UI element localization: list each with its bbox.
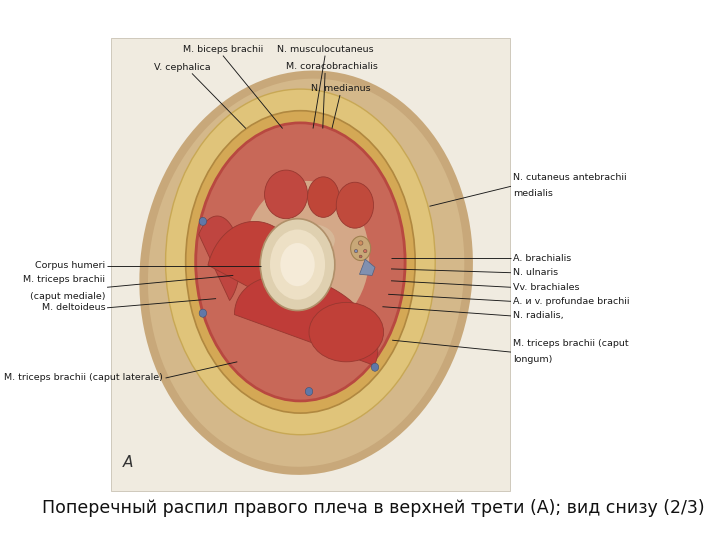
Ellipse shape	[309, 302, 384, 362]
FancyBboxPatch shape	[111, 38, 510, 491]
Ellipse shape	[289, 224, 335, 256]
Text: A: A	[122, 455, 133, 470]
Text: Поперечный распил правого плеча в верхней трети (А); вид снизу (2/3): Поперечный распил правого плеча в верхне…	[42, 500, 705, 517]
Ellipse shape	[166, 89, 435, 435]
Ellipse shape	[194, 122, 407, 402]
Ellipse shape	[197, 124, 404, 400]
Text: M. triceps brachii (caput laterale): M. triceps brachii (caput laterale)	[4, 374, 163, 382]
Text: N. musculocutaneus: N. musculocutaneus	[276, 45, 374, 54]
Ellipse shape	[269, 265, 309, 292]
Polygon shape	[208, 221, 303, 313]
Ellipse shape	[307, 177, 339, 217]
Text: Vv. brachiales: Vv. brachiales	[513, 283, 580, 292]
Ellipse shape	[243, 181, 369, 332]
Ellipse shape	[148, 79, 464, 467]
Ellipse shape	[186, 111, 415, 413]
Text: N. medianus: N. medianus	[311, 84, 371, 93]
Text: A. и v. profundae brachii: A. и v. profundae brachii	[513, 297, 630, 306]
Ellipse shape	[364, 249, 367, 253]
Text: medialis: medialis	[513, 189, 553, 198]
Text: N. radialis,: N. radialis,	[513, 312, 564, 320]
Ellipse shape	[280, 243, 315, 286]
Ellipse shape	[199, 217, 207, 226]
Ellipse shape	[270, 230, 325, 300]
Text: M. coracobrachialis: M. coracobrachialis	[286, 62, 378, 71]
Ellipse shape	[351, 237, 371, 260]
Text: N. ulnaris: N. ulnaris	[513, 268, 559, 277]
Text: M. biceps brachii: M. biceps brachii	[183, 45, 263, 54]
Text: V. cephalica: V. cephalica	[155, 63, 211, 72]
Polygon shape	[235, 275, 378, 366]
Ellipse shape	[199, 309, 207, 317]
Ellipse shape	[359, 241, 363, 245]
Text: M. triceps brachii: M. triceps brachii	[23, 275, 105, 284]
Text: A. brachialis: A. brachialis	[513, 254, 572, 262]
Ellipse shape	[354, 249, 358, 253]
Text: N. cutaneus antebrachii: N. cutaneus antebrachii	[513, 173, 627, 182]
Ellipse shape	[305, 388, 312, 395]
Ellipse shape	[140, 71, 473, 475]
Ellipse shape	[372, 363, 379, 372]
Text: M. triceps brachii (caput: M. triceps brachii (caput	[513, 339, 629, 348]
Polygon shape	[359, 259, 375, 275]
Ellipse shape	[359, 255, 362, 258]
Text: longum): longum)	[513, 355, 553, 364]
Ellipse shape	[260, 219, 335, 310]
Ellipse shape	[264, 170, 307, 219]
Ellipse shape	[336, 183, 374, 228]
Text: (caput mediale): (caput mediale)	[30, 292, 105, 301]
Polygon shape	[199, 216, 240, 301]
Text: M. deltoideus: M. deltoideus	[42, 303, 105, 312]
Text: Corpus humeri: Corpus humeri	[35, 261, 105, 270]
